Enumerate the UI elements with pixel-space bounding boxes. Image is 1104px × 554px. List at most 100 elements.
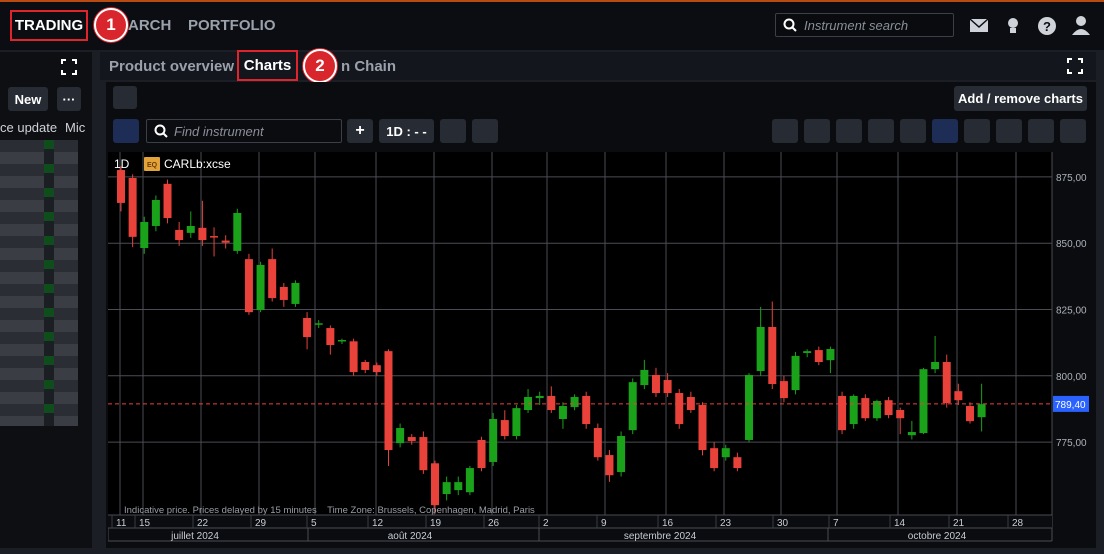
badge-box — [144, 157, 160, 171]
tool-button[interactable] — [868, 119, 894, 143]
candle-body — [512, 408, 521, 436]
candle-body — [651, 374, 660, 394]
find-instrument[interactable]: Find instrument — [146, 119, 342, 143]
candle-body — [558, 406, 567, 420]
y-tick-label: 775,00 — [1056, 438, 1087, 449]
x-tick-label: 7 — [833, 518, 839, 529]
x-tick-label: 28 — [1012, 518, 1024, 529]
candle-body — [768, 327, 777, 385]
tool-button[interactable] — [900, 119, 926, 143]
candle-body — [628, 382, 637, 431]
link-button[interactable] — [113, 119, 139, 143]
candle-body — [361, 362, 370, 370]
candle-body — [465, 468, 474, 493]
help-icon[interactable] — [1038, 17, 1056, 35]
interval-button[interactable]: 1D : - - — [379, 119, 434, 143]
plot-area — [108, 152, 1052, 515]
candle-body — [163, 183, 172, 219]
candle-body — [117, 170, 125, 203]
candle-body — [803, 351, 812, 353]
blurred-rows — [0, 140, 78, 426]
popout-button[interactable] — [113, 86, 137, 109]
candle-body — [745, 374, 754, 440]
tool-button[interactable] — [1028, 119, 1054, 143]
tool-button[interactable] — [996, 119, 1022, 143]
badge-label: EQ — [147, 162, 158, 169]
candle-body — [384, 351, 393, 451]
candle-body — [489, 419, 498, 462]
candle-body — [710, 448, 719, 469]
candle-body — [675, 393, 684, 425]
tab-active[interactable]: Charts — [237, 50, 298, 81]
expand-icon[interactable] — [61, 59, 77, 75]
current-price-box — [1053, 395, 1089, 412]
search-placeholder: Instrument search — [804, 18, 909, 33]
search-icon — [783, 18, 797, 32]
blurred-change — [44, 140, 54, 426]
add-button[interactable]: + — [347, 119, 373, 143]
search-box[interactable]: Instrument search — [775, 13, 954, 37]
candle-body — [582, 395, 591, 425]
candle-body — [244, 259, 253, 313]
menu-button[interactable] — [472, 119, 498, 143]
candle-body — [396, 428, 405, 444]
tips-icon[interactable] — [1008, 18, 1018, 28]
x-axis-bg — [108, 515, 1052, 543]
more-button[interactable]: ··· — [57, 87, 81, 111]
current-price-label: 789,40 — [1055, 400, 1086, 411]
candle-body — [186, 225, 195, 233]
top-accent — [0, 0, 1104, 2]
expand-icon[interactable] — [1067, 58, 1083, 74]
x-tick-label: 5 — [311, 518, 317, 529]
x-tick-label: 29 — [255, 518, 267, 529]
candle-body — [791, 355, 800, 391]
tool-button[interactable] — [1060, 119, 1086, 143]
candle-body — [593, 428, 602, 458]
candle-body — [721, 448, 730, 458]
tool-button[interactable] — [772, 119, 798, 143]
candle-body — [779, 381, 788, 399]
nav-trading[interactable]: TRADING — [10, 10, 88, 41]
candle-body — [861, 398, 870, 419]
candle-body — [977, 404, 986, 418]
candle-body — [814, 350, 823, 363]
new-button[interactable]: New — [8, 87, 48, 111]
tab[interactable]: n Chain — [341, 58, 396, 75]
refresh-button[interactable] — [440, 119, 466, 143]
candle-body — [221, 240, 230, 243]
candle-body — [698, 404, 707, 451]
nav-portfolio[interactable]: PORTFOLIO — [188, 17, 276, 34]
candle-body — [931, 362, 940, 370]
month-label: juillet 2024 — [170, 531, 219, 542]
candle-body — [337, 339, 346, 342]
candle-body — [884, 400, 893, 416]
candle-body — [919, 369, 928, 434]
candle-body — [256, 264, 265, 311]
candle-body — [570, 397, 579, 408]
nav-search[interactable]: ARCH — [128, 17, 172, 34]
tool-button[interactable] — [836, 119, 862, 143]
candle-body — [849, 395, 858, 425]
footnote: Indicative price. Prices delayed by 15 m… — [124, 505, 535, 516]
month-label: septembre 2024 — [624, 531, 697, 542]
chart-tools — [772, 119, 1092, 143]
candle-body — [128, 177, 137, 237]
tool-button[interactable] — [964, 119, 990, 143]
tool-button[interactable] — [804, 119, 830, 143]
user-icon[interactable] — [1076, 16, 1086, 26]
candle-body — [535, 395, 544, 399]
x-tick-label: 2 — [543, 518, 549, 529]
month-label: août 2024 — [388, 531, 433, 542]
tab[interactable]: Product overview — [109, 58, 235, 75]
candle-body — [419, 437, 428, 471]
tool-button[interactable] — [932, 119, 958, 143]
candle-body — [617, 435, 626, 473]
candle-body — [291, 282, 300, 304]
add-remove-charts[interactable]: Add / remove charts — [954, 86, 1087, 111]
tab-bar — [100, 52, 1096, 80]
candle-body — [210, 236, 219, 238]
month-label: octobre 2024 — [908, 531, 967, 542]
candle-body — [605, 455, 614, 476]
